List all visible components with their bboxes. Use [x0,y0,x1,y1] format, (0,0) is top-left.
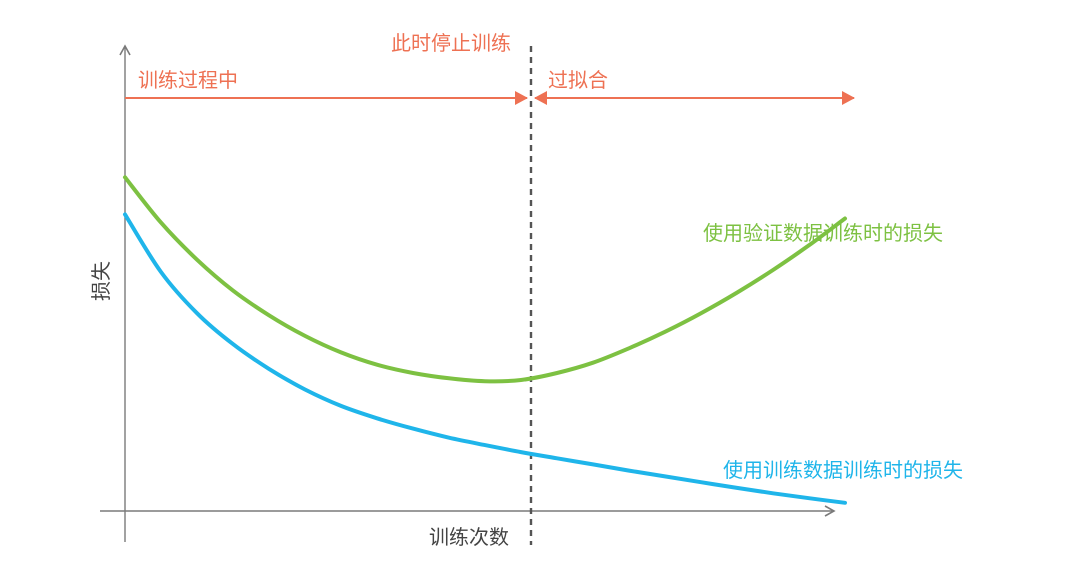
overfitting-label: 过拟合 [548,68,608,92]
training-loss-curve [123,212,847,505]
training-legend-label: 使用训练数据训练时的损失 [723,458,963,482]
stop-training-label: 此时停止训练 [391,31,511,55]
during-training-label: 训练过程中 [138,68,238,92]
validation-legend-label: 使用验证数据训练时的损失 [703,221,943,245]
x-axis-label: 训练次数 [429,525,509,549]
validation-loss-curve [123,175,847,384]
y-axis-label: 损失 [89,261,113,301]
